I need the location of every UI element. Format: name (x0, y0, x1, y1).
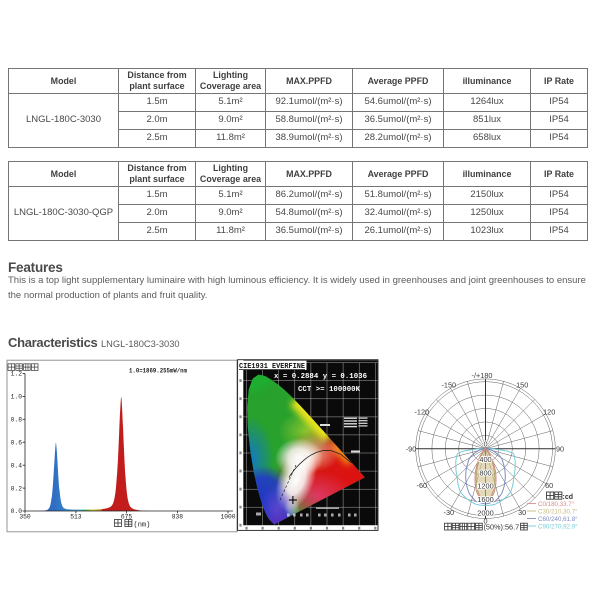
svg-text:-60: -60 (417, 481, 428, 490)
svg-text:(50%):56.7: (50%):56.7 (484, 522, 520, 531)
svg-text:350: 350 (19, 514, 31, 521)
svg-text:0.2: 0.2 (11, 485, 23, 492)
svg-text:C0/180,33.7°: C0/180,33.7° (538, 501, 575, 508)
svg-text:2000: 2000 (477, 509, 493, 518)
svg-text:CIE1931 EVERFINE: CIE1931 EVERFINE (239, 363, 305, 371)
svg-text:-30: -30 (444, 508, 455, 517)
svg-text:150: 150 (516, 381, 528, 390)
svg-text:-120: -120 (414, 408, 429, 417)
svg-text:30: 30 (518, 508, 526, 517)
svg-text:C30/210,30.7°: C30/210,30.7° (538, 508, 578, 515)
svg-text:-90: -90 (406, 444, 417, 453)
svg-text:1.0: 1.0 (11, 394, 23, 401)
svg-text:x = 0.2884 y = 0.1036: x = 0.2884 y = 0.1036 (274, 373, 367, 381)
svg-text::cd: :cd (563, 494, 574, 501)
svg-text:C90/270,92.9°: C90/270,92.9° (538, 523, 578, 530)
svg-text:1200: 1200 (477, 482, 493, 491)
svg-text:120: 120 (543, 408, 555, 417)
svg-text:0.0: 0.0 (11, 508, 23, 515)
svg-text:0.4: 0.4 (11, 462, 23, 469)
svg-text:-/+180: -/+180 (472, 371, 493, 380)
svg-text:0: 0 (483, 440, 487, 449)
svg-text:0: 0 (483, 516, 487, 525)
svg-text:400: 400 (479, 455, 491, 464)
svg-text:513: 513 (70, 514, 82, 521)
svg-text:0.8: 0.8 (11, 417, 23, 424)
svg-text:90: 90 (556, 444, 564, 453)
svg-text:1000: 1000 (220, 514, 235, 521)
svg-text:60: 60 (545, 481, 553, 490)
svg-text:675: 675 (121, 514, 133, 521)
svg-text:-150: -150 (441, 381, 456, 390)
svg-text:1.2: 1.2 (11, 371, 23, 378)
svg-text:1600: 1600 (477, 495, 493, 504)
svg-text:0.6: 0.6 (11, 439, 23, 446)
svg-text:C60/240,61.8°: C60/240,61.8° (538, 516, 578, 523)
svg-text:800: 800 (479, 468, 491, 477)
svg-text:(nm): (nm) (134, 522, 151, 530)
svg-text:1.0=1869.255mW/nm: 1.0=1869.255mW/nm (129, 368, 187, 375)
svg-text:CCT >= 100000K: CCT >= 100000K (298, 386, 361, 394)
svg-text:838: 838 (172, 514, 184, 521)
